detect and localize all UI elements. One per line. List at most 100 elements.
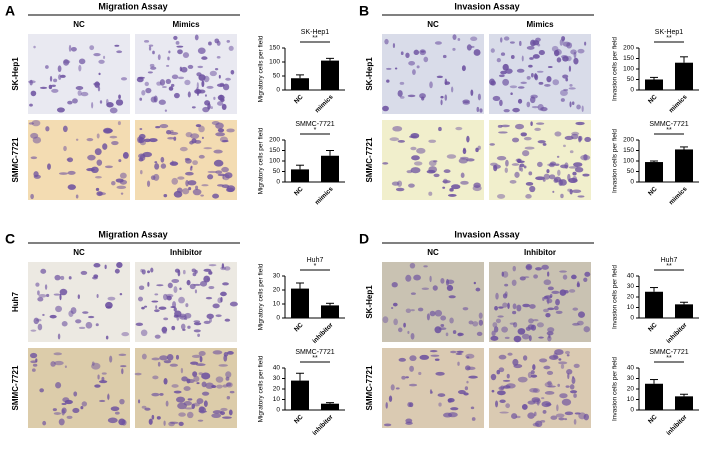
assay-title: Migration Assay bbox=[98, 1, 167, 11]
cell bbox=[90, 166, 99, 174]
x-tick-label: NC bbox=[293, 185, 305, 197]
cell bbox=[573, 418, 577, 425]
cell bbox=[37, 296, 44, 302]
significance: * bbox=[314, 263, 317, 270]
cell bbox=[201, 184, 209, 187]
cell bbox=[183, 386, 191, 391]
x-tick-label: NC bbox=[293, 321, 305, 333]
cell bbox=[390, 384, 395, 391]
cell bbox=[389, 137, 400, 142]
cell bbox=[463, 392, 469, 396]
cell bbox=[403, 322, 406, 328]
cell bbox=[502, 271, 509, 278]
row-label: SMMC-7721 bbox=[11, 137, 20, 182]
cell bbox=[529, 96, 536, 104]
cell bbox=[148, 44, 154, 47]
cell bbox=[224, 266, 231, 271]
cell bbox=[218, 364, 228, 367]
cell bbox=[212, 193, 220, 199]
cell bbox=[496, 155, 507, 161]
cell bbox=[120, 192, 124, 195]
cell bbox=[179, 315, 186, 318]
cell bbox=[120, 77, 128, 81]
cell bbox=[226, 39, 230, 43]
cell bbox=[46, 293, 50, 298]
cell bbox=[557, 383, 561, 387]
cell bbox=[497, 315, 504, 318]
x-tick-label: mimics bbox=[314, 185, 335, 206]
cell bbox=[208, 285, 215, 290]
cell bbox=[525, 194, 532, 199]
cell bbox=[53, 412, 62, 415]
micrograph bbox=[28, 34, 130, 114]
cell bbox=[513, 363, 523, 369]
cell bbox=[434, 326, 442, 334]
cell bbox=[180, 323, 186, 330]
cell bbox=[215, 314, 222, 318]
y-tick-label: 200 bbox=[623, 137, 634, 144]
cell bbox=[171, 177, 179, 185]
cell bbox=[37, 290, 40, 296]
bar bbox=[645, 162, 663, 182]
cell bbox=[409, 355, 417, 362]
cell bbox=[428, 191, 433, 196]
cell bbox=[502, 379, 511, 382]
y-tick-label: 30 bbox=[627, 283, 635, 290]
cell bbox=[436, 75, 443, 79]
cell bbox=[499, 99, 503, 107]
cell bbox=[583, 277, 588, 282]
y-tick-label: 0 bbox=[276, 87, 280, 94]
cell bbox=[201, 391, 210, 396]
x-tick-label: NC bbox=[293, 413, 305, 425]
cell bbox=[522, 303, 531, 308]
cell bbox=[217, 173, 226, 177]
y-tick-label: 100 bbox=[623, 66, 634, 73]
cell bbox=[221, 103, 227, 111]
cell bbox=[560, 164, 569, 169]
cell bbox=[417, 307, 424, 312]
cell bbox=[185, 303, 189, 308]
cell bbox=[33, 45, 36, 49]
cell bbox=[543, 308, 549, 313]
cell bbox=[201, 136, 204, 139]
cell bbox=[538, 336, 544, 339]
significance: ** bbox=[666, 263, 672, 270]
cell bbox=[36, 318, 42, 322]
cell bbox=[221, 166, 229, 173]
cell bbox=[509, 179, 517, 184]
cell bbox=[510, 92, 513, 96]
cell bbox=[156, 416, 161, 420]
cell bbox=[555, 49, 562, 56]
y-axis-label: Migratory cells per field bbox=[258, 127, 265, 194]
cell bbox=[141, 90, 146, 96]
y-tick-label: 100 bbox=[269, 158, 280, 165]
cell bbox=[182, 52, 190, 59]
cell bbox=[561, 398, 572, 406]
cell bbox=[169, 363, 178, 367]
cell bbox=[191, 106, 196, 109]
cell bbox=[501, 326, 508, 333]
cell bbox=[554, 176, 562, 183]
cell bbox=[208, 264, 217, 267]
cell bbox=[120, 365, 127, 368]
cell bbox=[179, 146, 188, 152]
cell bbox=[116, 50, 123, 54]
cell bbox=[569, 384, 575, 390]
chart-title: SMMC-7721 bbox=[295, 121, 334, 128]
y-tick-label: 150 bbox=[269, 147, 280, 154]
cell bbox=[97, 374, 100, 380]
cell bbox=[582, 173, 590, 177]
cell bbox=[423, 265, 428, 268]
cell bbox=[561, 36, 566, 42]
cell bbox=[437, 393, 446, 397]
cell bbox=[47, 163, 51, 170]
cell bbox=[466, 44, 472, 51]
cell bbox=[200, 280, 208, 287]
cell bbox=[215, 132, 226, 137]
cell bbox=[400, 51, 404, 56]
cell bbox=[178, 296, 185, 304]
cell bbox=[421, 96, 425, 101]
cell bbox=[573, 162, 583, 168]
cell bbox=[407, 402, 412, 408]
cell bbox=[212, 303, 220, 309]
